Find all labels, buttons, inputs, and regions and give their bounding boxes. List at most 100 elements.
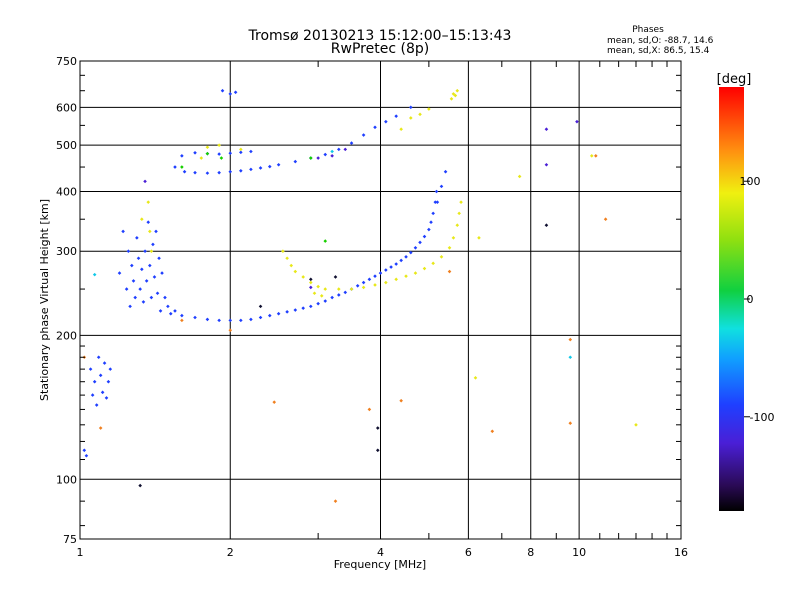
data-point	[323, 287, 328, 291]
data-point	[128, 304, 132, 309]
data-point	[94, 403, 99, 407]
chart-subtitle: RwPretec (8p)	[331, 41, 429, 57]
y-tick-label: 600	[56, 101, 77, 114]
data-point	[603, 217, 608, 222]
data-point	[281, 249, 285, 254]
x-tick-label: 1	[77, 546, 84, 559]
data-point	[544, 162, 549, 167]
data-point	[316, 301, 320, 306]
data-point	[151, 242, 155, 247]
chart-title: Tromsø 20130213 15:12:00–15:13:43	[248, 28, 512, 44]
y-axis-ticks: 75 100 200 300 400 500 600 750	[56, 55, 681, 546]
data-point	[589, 154, 594, 158]
x-axis-label: Frequency [MHz]	[334, 558, 426, 571]
data-point	[285, 310, 289, 314]
data-point	[249, 167, 253, 172]
data-point	[106, 379, 111, 384]
data-point	[124, 287, 129, 291]
data-point	[205, 171, 210, 175]
data-point	[154, 229, 158, 234]
data-point	[293, 159, 298, 164]
data-point	[422, 234, 427, 239]
colorbar-tick-label: 100	[740, 175, 761, 188]
data-point	[337, 287, 341, 291]
data-point	[131, 279, 136, 283]
data-point	[429, 220, 433, 225]
y-tick-label: 300	[56, 245, 77, 258]
data-point	[330, 154, 334, 158]
data-point	[361, 133, 366, 137]
data-point	[343, 147, 348, 152]
y-tick-label: 750	[56, 55, 77, 68]
data-point	[82, 448, 87, 453]
data-point	[384, 280, 388, 285]
data-point	[447, 245, 452, 250]
data-point	[199, 156, 204, 160]
data-point	[408, 250, 413, 255]
data-point	[568, 337, 573, 342]
data-point	[293, 269, 298, 274]
colorbar-tick-label: 0	[747, 293, 754, 306]
data-point	[312, 291, 317, 296]
data-point	[219, 156, 224, 160]
data-point	[90, 393, 95, 397]
data-point	[544, 223, 549, 228]
phase-info-heading: Phases	[632, 25, 664, 35]
data-point	[108, 367, 113, 371]
data-point	[180, 318, 184, 323]
data-point	[293, 308, 298, 312]
data-point	[319, 294, 324, 298]
data-point	[160, 271, 164, 275]
data-point	[455, 88, 460, 93]
data-point	[594, 154, 598, 158]
data-point	[449, 97, 454, 101]
data-point	[544, 127, 549, 131]
data-point	[152, 275, 157, 279]
data-point	[439, 255, 444, 259]
data-point	[228, 328, 233, 333]
data-point	[443, 169, 448, 174]
data-point	[427, 227, 431, 232]
y-tick-label: 75	[63, 533, 77, 546]
x-tick-label: 2	[227, 546, 234, 559]
data-point	[434, 189, 439, 194]
data-point	[316, 156, 320, 160]
colorbar-ticks: 100 0 -100	[740, 175, 775, 424]
colorbar-tick-label: -100	[750, 411, 775, 424]
data-point	[138, 483, 142, 488]
data-point	[239, 318, 243, 323]
data-point	[355, 283, 360, 288]
x-tick-label: 16	[674, 546, 688, 559]
data-point	[568, 355, 573, 360]
data-point	[205, 317, 210, 322]
x-tick-label: 10	[572, 546, 586, 559]
colorbar	[719, 87, 744, 511]
data-point	[408, 116, 413, 120]
plot-area: 1 2 4 6 8 10 16 75 100 200 300 400 500 600 750	[56, 55, 688, 559]
data-point	[272, 400, 277, 404]
data-point	[135, 236, 139, 240]
data-point	[453, 93, 458, 98]
data-point	[323, 299, 328, 303]
data-point	[378, 271, 383, 275]
data-point	[143, 249, 147, 254]
data-point	[413, 271, 418, 275]
data-point	[457, 211, 461, 216]
data-point	[205, 151, 210, 156]
data-point	[141, 300, 146, 304]
data-point	[323, 239, 328, 243]
data-point	[308, 304, 313, 309]
data-point	[375, 448, 380, 453]
data-point	[404, 255, 408, 259]
data-point	[337, 293, 341, 297]
data-point	[373, 283, 377, 287]
data-point	[308, 156, 313, 160]
data-point	[180, 154, 184, 158]
data-point	[155, 291, 160, 296]
data-point	[157, 256, 161, 261]
data-point	[308, 285, 313, 290]
data-point	[88, 367, 93, 371]
data-point	[220, 88, 225, 93]
data-point	[289, 263, 294, 268]
